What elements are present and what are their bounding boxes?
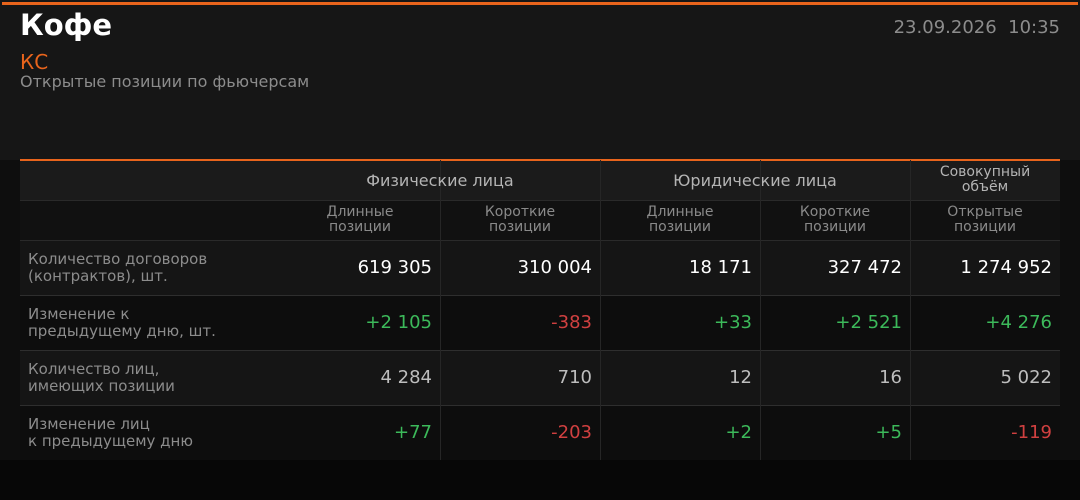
cell-value: 327 472 [827, 257, 902, 278]
header-panel [0, 0, 1080, 160]
subheader: Длинные позиции [280, 200, 440, 240]
divider [20, 240, 1060, 241]
row-bg [20, 240, 1060, 295]
row-label: Изменение лиц к предыдущему дню [28, 405, 278, 460]
text-line: Изменение лиц [28, 414, 150, 433]
ticker: КС [20, 50, 49, 74]
cell-value: 18 171 [689, 257, 752, 278]
subheader: Открытые позиции [910, 200, 1060, 240]
text-line: Короткие [484, 204, 556, 220]
cell-value: 310 004 [517, 257, 592, 278]
text-line: Количество лиц, [28, 359, 160, 378]
text-line: Открытые [947, 204, 1023, 220]
divider [20, 350, 1060, 351]
cell-value: 619 305 [357, 257, 432, 278]
text-line: Совокупный [939, 164, 1031, 180]
col-divider [440, 160, 441, 460]
cell-value: 1 274 952 [960, 257, 1052, 278]
accent-line [20, 159, 1060, 161]
text-line: предыдущему дню, шт. [28, 321, 216, 340]
text-line: позиции [329, 219, 391, 235]
row-label: Количество договоров (контрактов), шт. [28, 240, 278, 295]
subtitle: Открытые позиции по фьючерсам [20, 72, 310, 91]
row-bg [20, 295, 1060, 350]
cell-value: +5 [875, 422, 902, 443]
text-line: позиции [804, 219, 866, 235]
cell-value: 12 [729, 367, 752, 388]
cell-value: +33 [714, 312, 752, 333]
timestamp: 23.09.2026 10:35 [894, 17, 1060, 38]
cell-value: 4 284 [380, 367, 432, 388]
text-line: Длинные [646, 204, 714, 220]
group-header-row [20, 160, 1060, 200]
title: Кофе [20, 8, 113, 42]
cell-value: +4 276 [985, 312, 1052, 333]
text-line: Физические лица [366, 170, 514, 190]
cell-value: 16 [879, 367, 902, 388]
text-line: объём [961, 179, 1009, 195]
divider [20, 295, 1060, 296]
accent-bar [2, 2, 1078, 5]
cell-value: -383 [551, 312, 592, 333]
cell-value: -203 [551, 422, 592, 443]
row-label: Количество лиц, имеющих позиции [28, 350, 278, 405]
group-header: Физические лица [280, 160, 600, 200]
cell-value: 5 022 [1000, 367, 1052, 388]
cell-value: 710 [557, 367, 592, 388]
cell-value: +2 [725, 422, 752, 443]
time: 10:35 [1008, 17, 1060, 38]
row-bg [20, 350, 1060, 405]
col-divider [600, 160, 601, 460]
cell-value: +77 [394, 422, 432, 443]
row-bg [20, 405, 1060, 460]
text-line: Короткие [799, 204, 871, 220]
divider [20, 405, 1060, 406]
row-label: Изменение к предыдущему дню, шт. [28, 295, 278, 350]
col-divider [760, 160, 761, 460]
date: 23.09.2026 [893, 17, 997, 38]
text-line: позиции [489, 219, 551, 235]
group-header: Совокупный объём [910, 160, 1060, 200]
positions-table: Физические лица Юридические лица Совокупны… [20, 159, 1060, 460]
cell-value: -119 [1011, 422, 1052, 443]
text-line: к предыдущему дню [28, 431, 193, 450]
subheader: Длинные позиции [600, 200, 760, 240]
text-line: Длинные [326, 204, 394, 220]
text-line: Юридические лица [673, 170, 837, 190]
text-line: позиции [649, 219, 711, 235]
divider [20, 200, 1060, 201]
cell-value: +2 521 [835, 312, 902, 333]
cell-value: +2 105 [365, 312, 432, 333]
text-line: Изменение к [28, 304, 130, 323]
text-line: (контрактов), шт. [28, 266, 168, 285]
group-header: Юридические лица [600, 160, 910, 200]
subheader: Короткие позиции [440, 200, 600, 240]
subheader-row [20, 200, 1060, 240]
text-line: имеющих позиции [28, 376, 175, 395]
col-divider [910, 160, 911, 460]
text-line: Количество договоров [28, 249, 208, 268]
text-line: позиции [954, 219, 1016, 235]
subheader: Короткие позиции [760, 200, 910, 240]
